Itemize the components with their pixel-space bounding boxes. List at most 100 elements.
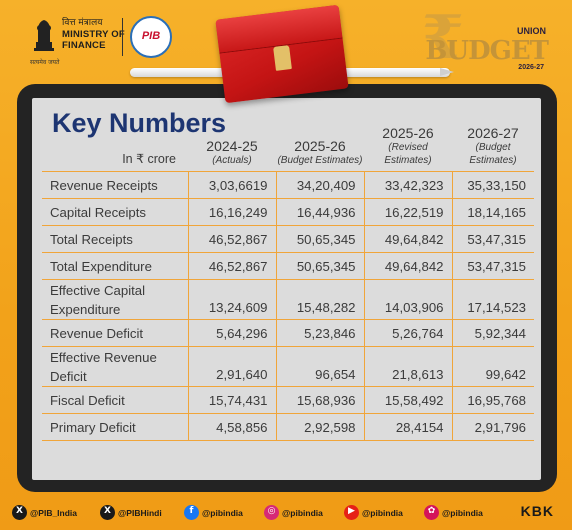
- instagram-icon: ◎: [264, 505, 279, 520]
- table-cell: 4,58,856: [187, 413, 276, 441]
- table-row: Total Receipts 46,52,867 50,65,345 49,64…: [42, 225, 534, 253]
- social-handle-text: @pibindia: [362, 507, 403, 518]
- table-cell: 17,14,523: [451, 279, 534, 320]
- table-cell: 15,48,282: [275, 279, 364, 320]
- table-cell: 15,74,431: [187, 386, 276, 414]
- social-handle[interactable]: X @PIBHindi: [100, 505, 162, 520]
- social-handle-text: @pibindia: [282, 507, 323, 518]
- youtube-icon: ▶: [344, 505, 359, 520]
- table-cell: 16,16,249: [187, 198, 276, 226]
- table-cell: 53,47,315: [451, 225, 534, 253]
- table-cell: 2,91,796: [451, 413, 534, 441]
- column-year: 2025-26: [382, 125, 434, 141]
- social-handle-text: @pibindia: [202, 507, 243, 518]
- budget-union-label: UNION: [517, 26, 546, 36]
- key-numbers-table: In ₹ crore 2024-25 (Actuals) 2025-26 (Budg…: [42, 126, 534, 441]
- table-cell: 50,65,345: [275, 225, 364, 253]
- table-cell: 49,64,842: [363, 225, 452, 253]
- table-cell: 15,68,936: [275, 386, 364, 414]
- table-cell: 2,92,598: [275, 413, 364, 441]
- footer: X @PIB_India X @PIBHindi f @pibindia ◎ @…: [0, 497, 572, 530]
- union-budget-logo: ₹ UNION BUDGET 2026-27: [422, 8, 552, 76]
- column-subtitle: (Budget Estimates): [277, 155, 363, 166]
- ministry-line-1: MINISTRY OF: [62, 29, 125, 40]
- credit-label: KBK: [520, 503, 554, 519]
- table-row: Fiscal Deficit 15,74,431 15,68,936 15,58…: [42, 386, 534, 414]
- table-cell: 5,92,344: [451, 319, 534, 347]
- table-cell: 46,52,867: [187, 225, 276, 253]
- table-cell: 46,52,867: [187, 252, 276, 280]
- table-cell: 5,23,846: [275, 319, 364, 347]
- koo-icon: ✿: [424, 505, 439, 520]
- social-handle-text: @PIB_India: [30, 507, 78, 518]
- budget-year: 2026-27: [518, 64, 544, 71]
- table-cell: 34,20,409: [275, 171, 364, 199]
- column-subtitle: (Actuals): [212, 155, 252, 166]
- table-row: Revenue Deficit 5,64,296 5,23,846 5,26,7…: [42, 319, 534, 347]
- table-cell: 99,642: [451, 346, 534, 387]
- budget-bag-illustration: [215, 4, 349, 104]
- table-cell: 33,42,323: [363, 171, 452, 199]
- social-handle[interactable]: f @pibindia: [184, 505, 243, 520]
- column-header: 2024-25 (Actuals): [188, 126, 276, 172]
- table-cell: 50,65,345: [275, 252, 364, 280]
- ministry-name: वित्त मंत्रालय MINISTRY OF FINANCE: [62, 18, 125, 51]
- column-header: 2026-27 (Budget Estimates): [452, 126, 534, 172]
- ministry-line-2: FINANCE: [62, 40, 106, 51]
- table-row: Capital Receipts 16,16,249 16,44,936 16,…: [42, 198, 534, 226]
- table-cell: 3,03,6619: [187, 171, 276, 199]
- social-handle-text: @PIBHindi: [118, 507, 162, 518]
- row-label: Capital Receipts: [42, 198, 188, 226]
- emblem-tagline: सत्यमेव जयते: [30, 59, 60, 66]
- table-row: Primary Deficit 4,58,856 2,92,598 28,415…: [42, 413, 534, 441]
- row-label: Fiscal Deficit: [42, 386, 188, 414]
- social-handle[interactable]: X @PIB_India: [12, 505, 77, 520]
- table-cell: 14,03,906: [363, 279, 452, 320]
- column-subtitle: (Budget Estimates): [469, 142, 517, 166]
- rupee-icon: ₹: [422, 3, 464, 73]
- table-row: Total Expenditure 46,52,867 50,65,345 49…: [42, 252, 534, 280]
- table-cell: 5,64,296: [187, 319, 276, 347]
- bag-emblem-icon: [273, 45, 292, 71]
- table-header-row: In ₹ crore 2024-25 (Actuals) 2025-26 (Budg…: [42, 126, 534, 172]
- table-cell: 53,47,315: [451, 252, 534, 280]
- table-cell: 16,22,519: [363, 198, 452, 226]
- table-cell: 18,14,165: [451, 198, 534, 226]
- row-label: Revenue Deficit: [42, 319, 188, 347]
- row-label: Effective Revenue Deficit: [42, 346, 188, 387]
- column-year: 2026-27: [467, 125, 519, 141]
- header: वित्त मंत्रालय MINISTRY OF FINANCE सत्यम…: [0, 0, 572, 92]
- pen-tip: [440, 68, 454, 76]
- column-year: 2025-26: [294, 138, 346, 154]
- table-cell: 35,33,150: [451, 171, 534, 199]
- x-icon: X: [100, 505, 115, 520]
- table-cell: 5,26,764: [363, 319, 452, 347]
- table-row: Revenue Receipts 3,03,6619 34,20,409 33,…: [42, 171, 534, 199]
- column-header: 2025-26 (Budget Estimates): [276, 126, 364, 172]
- table-cell: 15,58,492: [363, 386, 452, 414]
- national-emblem-icon: [34, 20, 54, 51]
- row-label: Primary Deficit: [42, 413, 188, 441]
- table-cell: 21,8,613: [363, 346, 452, 387]
- unit-label: In ₹ crore: [122, 152, 176, 166]
- column-year: 2024-25: [206, 138, 258, 154]
- page-title: Key Numbers: [52, 108, 227, 138]
- table-cell: 49,64,842: [363, 252, 452, 280]
- social-handle[interactable]: ✿ @pibindia: [424, 505, 483, 520]
- table-cell: 13,24,609: [187, 279, 276, 320]
- column-subtitle: (Revised Estimates): [384, 142, 432, 166]
- table-cell: 2,91,640: [187, 346, 276, 387]
- social-handle-text: @pibindia: [442, 507, 483, 518]
- row-label: Effective Capital Expenditure: [42, 279, 188, 320]
- social-handle[interactable]: ▶ @pibindia: [344, 505, 403, 520]
- table-cell: 16,44,936: [275, 198, 364, 226]
- budget-label: BUDGET: [425, 36, 549, 66]
- ministry-hindi: वित्त मंत्रालय: [62, 18, 103, 28]
- pib-logo: PIB: [130, 16, 172, 58]
- social-handle[interactable]: ◎ @pibindia: [264, 505, 323, 520]
- row-label: Revenue Receipts: [42, 171, 188, 199]
- header-divider: [122, 18, 123, 56]
- pib-logo-text: PIB: [141, 30, 161, 42]
- table-cell: 28,4154: [363, 413, 452, 441]
- row-label: Total Receipts: [42, 225, 188, 253]
